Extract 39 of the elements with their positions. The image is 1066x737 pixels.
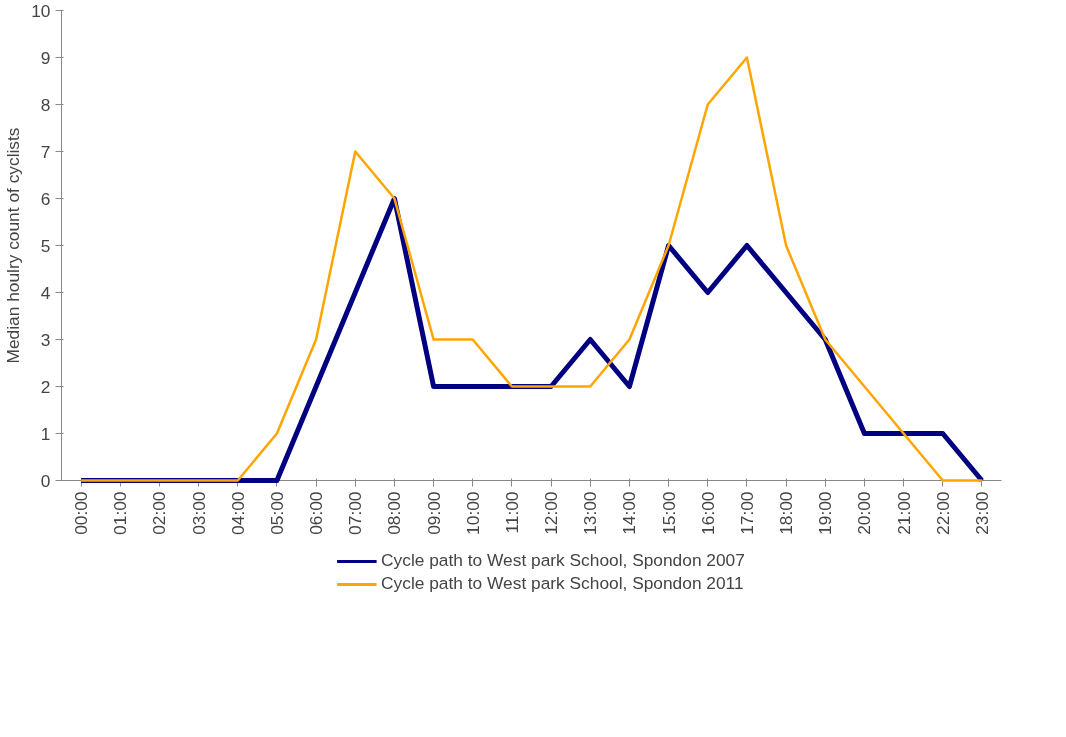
x-tick-label: 04:00 — [227, 491, 248, 535]
x-tick-label: 18:00 — [776, 491, 797, 535]
x-tick-label: 20:00 — [854, 491, 875, 535]
x-tick-label: 01:00 — [110, 491, 131, 535]
x-tick-label: 23:00 — [971, 491, 992, 535]
x-tick-label: 10:00 — [462, 491, 483, 535]
x-tick-label: 02:00 — [149, 491, 170, 535]
legend-label: Cycle path to West park School, Spondon 2011 — [381, 573, 744, 594]
y-tick-label: 8 — [40, 94, 51, 115]
y-tick-label: 7 — [40, 141, 51, 162]
legend-label: Cycle path to West park School, Spondon 2007 — [381, 550, 745, 571]
y-axis-title: Median houlry count of cyclists — [3, 127, 24, 364]
x-tick-label: 03:00 — [188, 491, 209, 535]
y-tick-label: 6 — [40, 188, 51, 209]
x-tick-label: 19:00 — [815, 491, 836, 535]
x-tick-label: 12:00 — [541, 491, 562, 535]
x-tick-label: 05:00 — [266, 491, 287, 535]
x-tick-label: 21:00 — [893, 491, 914, 535]
x-tick-label: 07:00 — [345, 491, 366, 535]
x-tick-label: 11:00 — [501, 491, 522, 534]
y-tick-label: 4 — [40, 282, 51, 303]
y-tick-label: 2 — [40, 376, 51, 397]
y-tick-label: 10 — [31, 0, 51, 21]
x-tick-label: 15:00 — [658, 491, 679, 535]
x-tick-label: 09:00 — [423, 491, 444, 535]
x-tick-label: 14:00 — [619, 491, 640, 535]
y-tick-label: 1 — [40, 423, 51, 444]
x-tick-label: 06:00 — [306, 491, 327, 535]
x-tick-label: 16:00 — [697, 491, 718, 535]
x-tick-label: 08:00 — [384, 491, 405, 535]
line-series — [79, 56, 984, 482]
y-tick-label: 5 — [40, 235, 51, 256]
y-tick-label: 9 — [40, 47, 51, 68]
x-tick-label: 17:00 — [736, 491, 757, 535]
y-tick-label: 3 — [40, 329, 51, 350]
x-tick-label: 22:00 — [932, 491, 953, 535]
x-tick-label: 00:00 — [71, 491, 92, 535]
x-tick-label: 13:00 — [580, 491, 601, 535]
y-tick-label: 0 — [40, 470, 51, 491]
